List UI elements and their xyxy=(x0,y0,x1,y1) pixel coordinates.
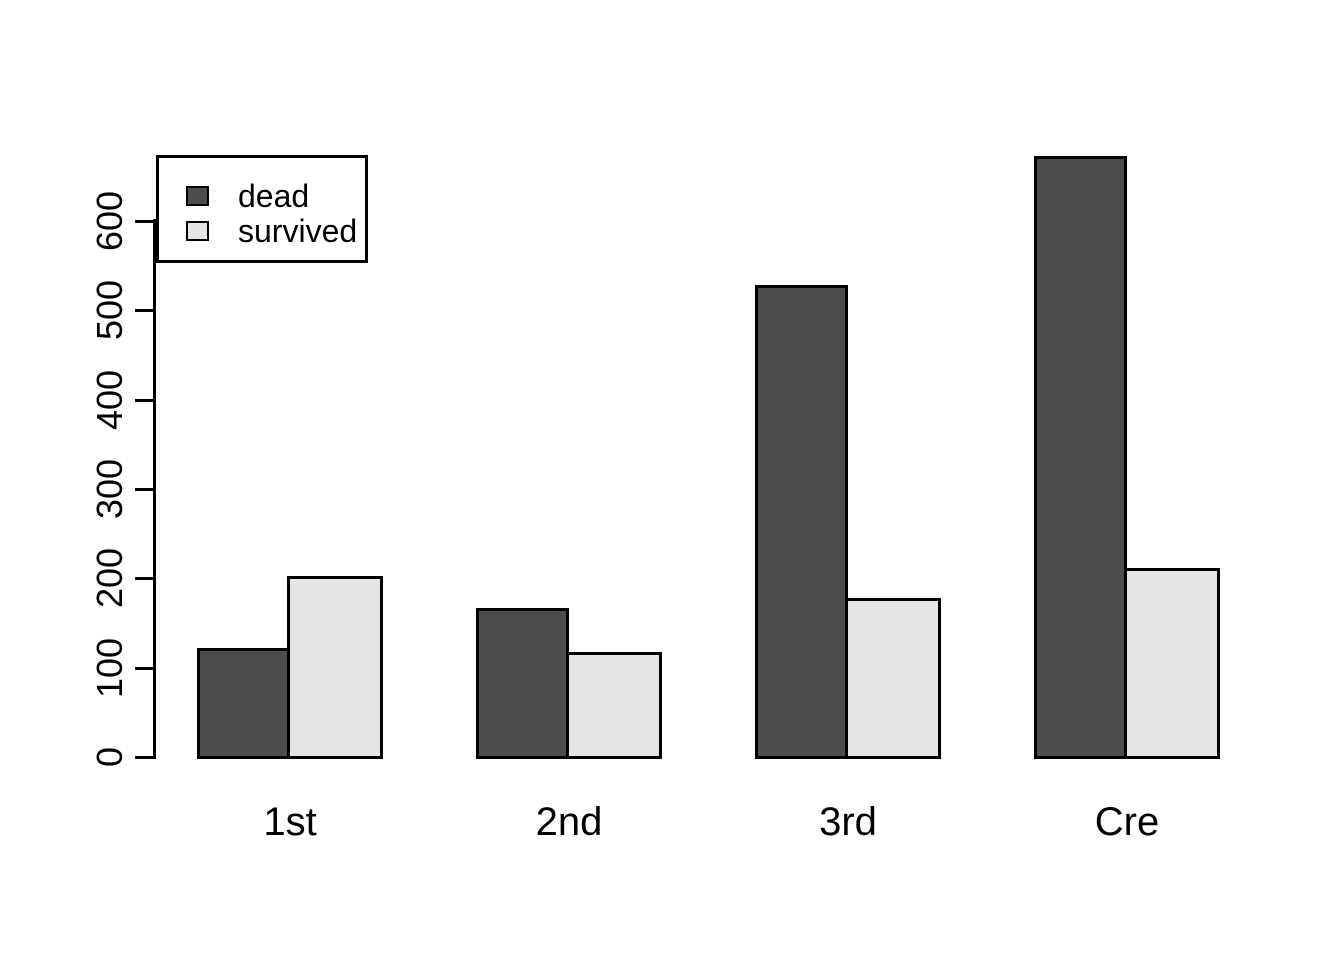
legend-swatch-dead xyxy=(186,186,209,206)
y-axis-tick-label-0: 0 xyxy=(89,746,130,768)
legend-box: dead survived xyxy=(156,155,368,263)
legend-label-survived: survived xyxy=(238,213,358,249)
bar-dead-3rd xyxy=(755,285,848,759)
bar-survived-3rd xyxy=(845,598,941,759)
bar-survived-1st xyxy=(287,576,383,759)
y-axis-tick-label-100: 100 xyxy=(89,637,130,699)
bar-survived-Cre xyxy=(1124,568,1220,759)
y-axis-tick-500 xyxy=(135,309,153,312)
y-axis-tick-label-600: 600 xyxy=(89,190,130,252)
y-axis-tick-400 xyxy=(135,399,153,402)
y-axis-tick-100 xyxy=(135,667,153,670)
y-axis-tick-label-500: 500 xyxy=(89,279,130,341)
bar-dead-2nd xyxy=(476,608,569,759)
y-axis-tick-300 xyxy=(135,488,153,491)
y-axis-tick-600 xyxy=(135,220,153,223)
bar-survived-2nd xyxy=(566,652,662,759)
legend-swatch-survived xyxy=(186,221,209,241)
x-axis-label-3rd: 3rd xyxy=(819,800,877,844)
x-axis-label-1st: 1st xyxy=(263,800,317,844)
y-axis-line xyxy=(153,219,156,759)
x-axis-label-Cre: Cre xyxy=(1094,800,1160,844)
bar-dead-1st xyxy=(197,648,290,759)
y-axis-tick-0 xyxy=(135,756,153,759)
bar-dead-Cre xyxy=(1034,156,1127,759)
y-axis-tick-label-200: 200 xyxy=(89,547,130,609)
y-axis-tick-label-400: 400 xyxy=(89,369,130,431)
y-axis-tick-200 xyxy=(135,577,153,580)
x-axis-label-2nd: 2nd xyxy=(535,800,603,844)
y-axis-tick-label-300: 300 xyxy=(89,458,130,520)
legend-label-dead: dead xyxy=(238,178,310,214)
